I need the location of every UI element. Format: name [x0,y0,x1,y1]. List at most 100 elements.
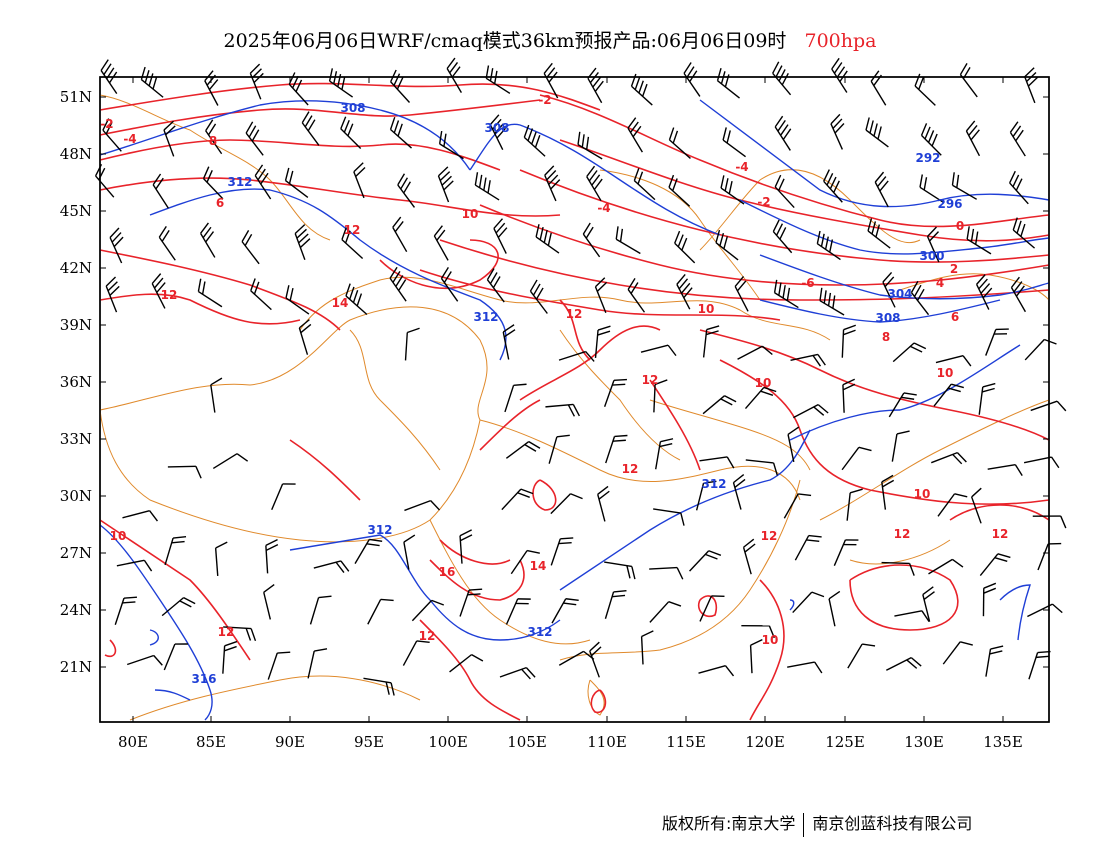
wind-barb [833,539,859,566]
wind-barb [1012,217,1036,249]
temperature-contour [439,539,511,565]
wind-barb [313,560,350,573]
wind-barb [603,378,627,407]
temperature-label: 14 [530,559,547,573]
wind-barb [773,279,799,309]
boundary-line [819,399,1050,521]
temperature-label: 10 [462,207,479,221]
wind-barb [819,287,845,316]
wind-barb [249,63,264,100]
height-label: 308 [875,311,900,325]
temperature-contour [559,139,1050,242]
temperature-contour [519,325,661,401]
wind-barb [109,227,124,264]
wind-barb [301,111,320,146]
wind-barb [951,172,978,200]
wind-barb [627,278,646,313]
temperature-label: -2 [757,195,770,209]
temperature-label: 10 [755,376,772,390]
temperature-contour [419,269,781,321]
boundary-line [429,519,591,645]
wind-barb [792,591,825,614]
wind-barb [271,483,296,511]
wind-barb [202,166,224,200]
height-label: 316 [191,672,216,686]
y-axis-label: 51N [60,88,92,106]
wind-barb [920,123,942,156]
wind-barb [689,550,722,572]
wind-barb [411,599,445,622]
wind-barb [298,319,312,355]
height-label: 308 [484,121,509,135]
temperature-label: 6 [216,196,224,210]
height-contour [289,534,561,641]
height-contour [99,524,213,721]
height-label: 308 [340,101,365,115]
wind-barb [523,124,546,157]
wind-barb [794,534,822,561]
height-label: 296 [937,197,962,211]
temperature-contour [949,504,1050,521]
wind-barb [881,474,895,510]
temperature-contours [99,82,1050,721]
wind-barb [823,169,843,203]
wind-barb [449,654,484,673]
boundary-line [649,399,811,471]
wind-barb [793,404,829,419]
boundary-line [587,679,605,716]
wind-barb [965,120,981,157]
temperature-label: 12 [622,462,639,476]
wind-barb [114,596,138,625]
temperature-label: -2 [538,93,551,107]
wind-barb [493,218,508,254]
temperature-label: 12 [419,629,436,643]
wind-barb [402,640,430,666]
wind-barb [985,645,1004,677]
wind-barb [544,165,561,202]
x-axis-label: 100E [428,733,468,751]
temperature-contour [289,439,361,501]
wind-barb [309,595,332,625]
wind-barb [389,116,412,149]
temperature-label: 12 [218,625,235,639]
wind-barb [390,69,411,103]
wind-barb [265,539,279,574]
temperature-label: 16 [439,565,456,579]
x-axis-label: 135E [983,733,1023,751]
wind-barb [205,119,223,155]
temperature-label: 12 [761,529,778,543]
y-axis-label: 45N [60,202,92,220]
wind-barb [979,553,1011,577]
wind-barb [790,353,826,367]
wind-barb [102,118,122,152]
temperature-contour [749,579,785,721]
wind-barb [828,590,841,627]
y-axis-label: 33N [60,430,92,448]
boundary-line [699,169,921,251]
wind-barb [548,434,570,464]
wind-barb [545,403,580,417]
temperature-contour [99,82,601,111]
wind-barb [502,324,516,360]
wind-barb [931,451,967,465]
wind-barb [841,324,857,358]
wind-barb [928,558,964,575]
wind-barb [263,584,275,620]
y-axis-label: 24N [60,601,92,619]
wind-barb [935,354,972,367]
wind-barb [668,174,691,207]
wind-barb [842,378,856,413]
x-axis-label: 125E [825,733,865,751]
wind-barb [892,342,927,363]
wind-barb [982,582,997,617]
wind-barb [604,561,636,580]
wind-barb [551,598,579,624]
wind-barb [737,345,773,360]
temperature-label: 8 [209,134,217,148]
map-title: 2025年06月06日WRF/cmaq模式36km预报产品:06月06日09时 … [0,26,1100,53]
wind-barb [340,116,362,149]
wind-barb [604,589,627,619]
height-contour [789,344,1021,441]
wind-barb [440,267,459,302]
wind-barb [594,277,608,314]
